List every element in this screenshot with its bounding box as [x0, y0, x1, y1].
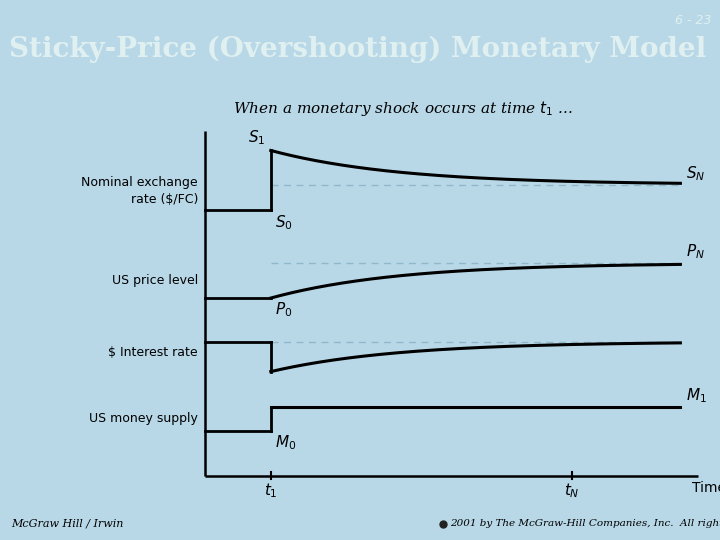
Text: $S_1$: $S_1$	[248, 129, 265, 147]
Text: 2001 by The McGraw-Hill Companies, Inc.  All rights reserved.: 2001 by The McGraw-Hill Companies, Inc. …	[450, 519, 720, 528]
Text: When a monetary shock occurs at time $t_1$ ...: When a monetary shock occurs at time $t_…	[233, 99, 573, 118]
Text: $t_N$: $t_N$	[564, 481, 580, 500]
Text: Nominal exchange
rate ($/​FC): Nominal exchange rate ($/​FC)	[81, 176, 198, 206]
Text: $S_N$: $S_N$	[686, 164, 706, 183]
Text: $S_0$: $S_0$	[275, 214, 293, 233]
Text: $M_1$: $M_1$	[686, 387, 707, 406]
Text: McGraw Hill / Irwin: McGraw Hill / Irwin	[11, 519, 123, 529]
Text: Sticky-Price (Overshooting) Monetary Model: Sticky-Price (Overshooting) Monetary Mod…	[9, 36, 706, 63]
Text: $P_0$: $P_0$	[275, 301, 292, 319]
Text: Time: Time	[692, 481, 720, 495]
Text: US price level: US price level	[112, 274, 198, 287]
Text: US money supply: US money supply	[89, 413, 198, 426]
Text: $ Interest rate: $ Interest rate	[109, 346, 198, 359]
Text: $P_N$: $P_N$	[686, 242, 705, 261]
Text: $t_1$: $t_1$	[264, 481, 278, 500]
Text: $M_0$: $M_0$	[275, 433, 297, 452]
Text: 6 - 23: 6 - 23	[675, 15, 711, 28]
